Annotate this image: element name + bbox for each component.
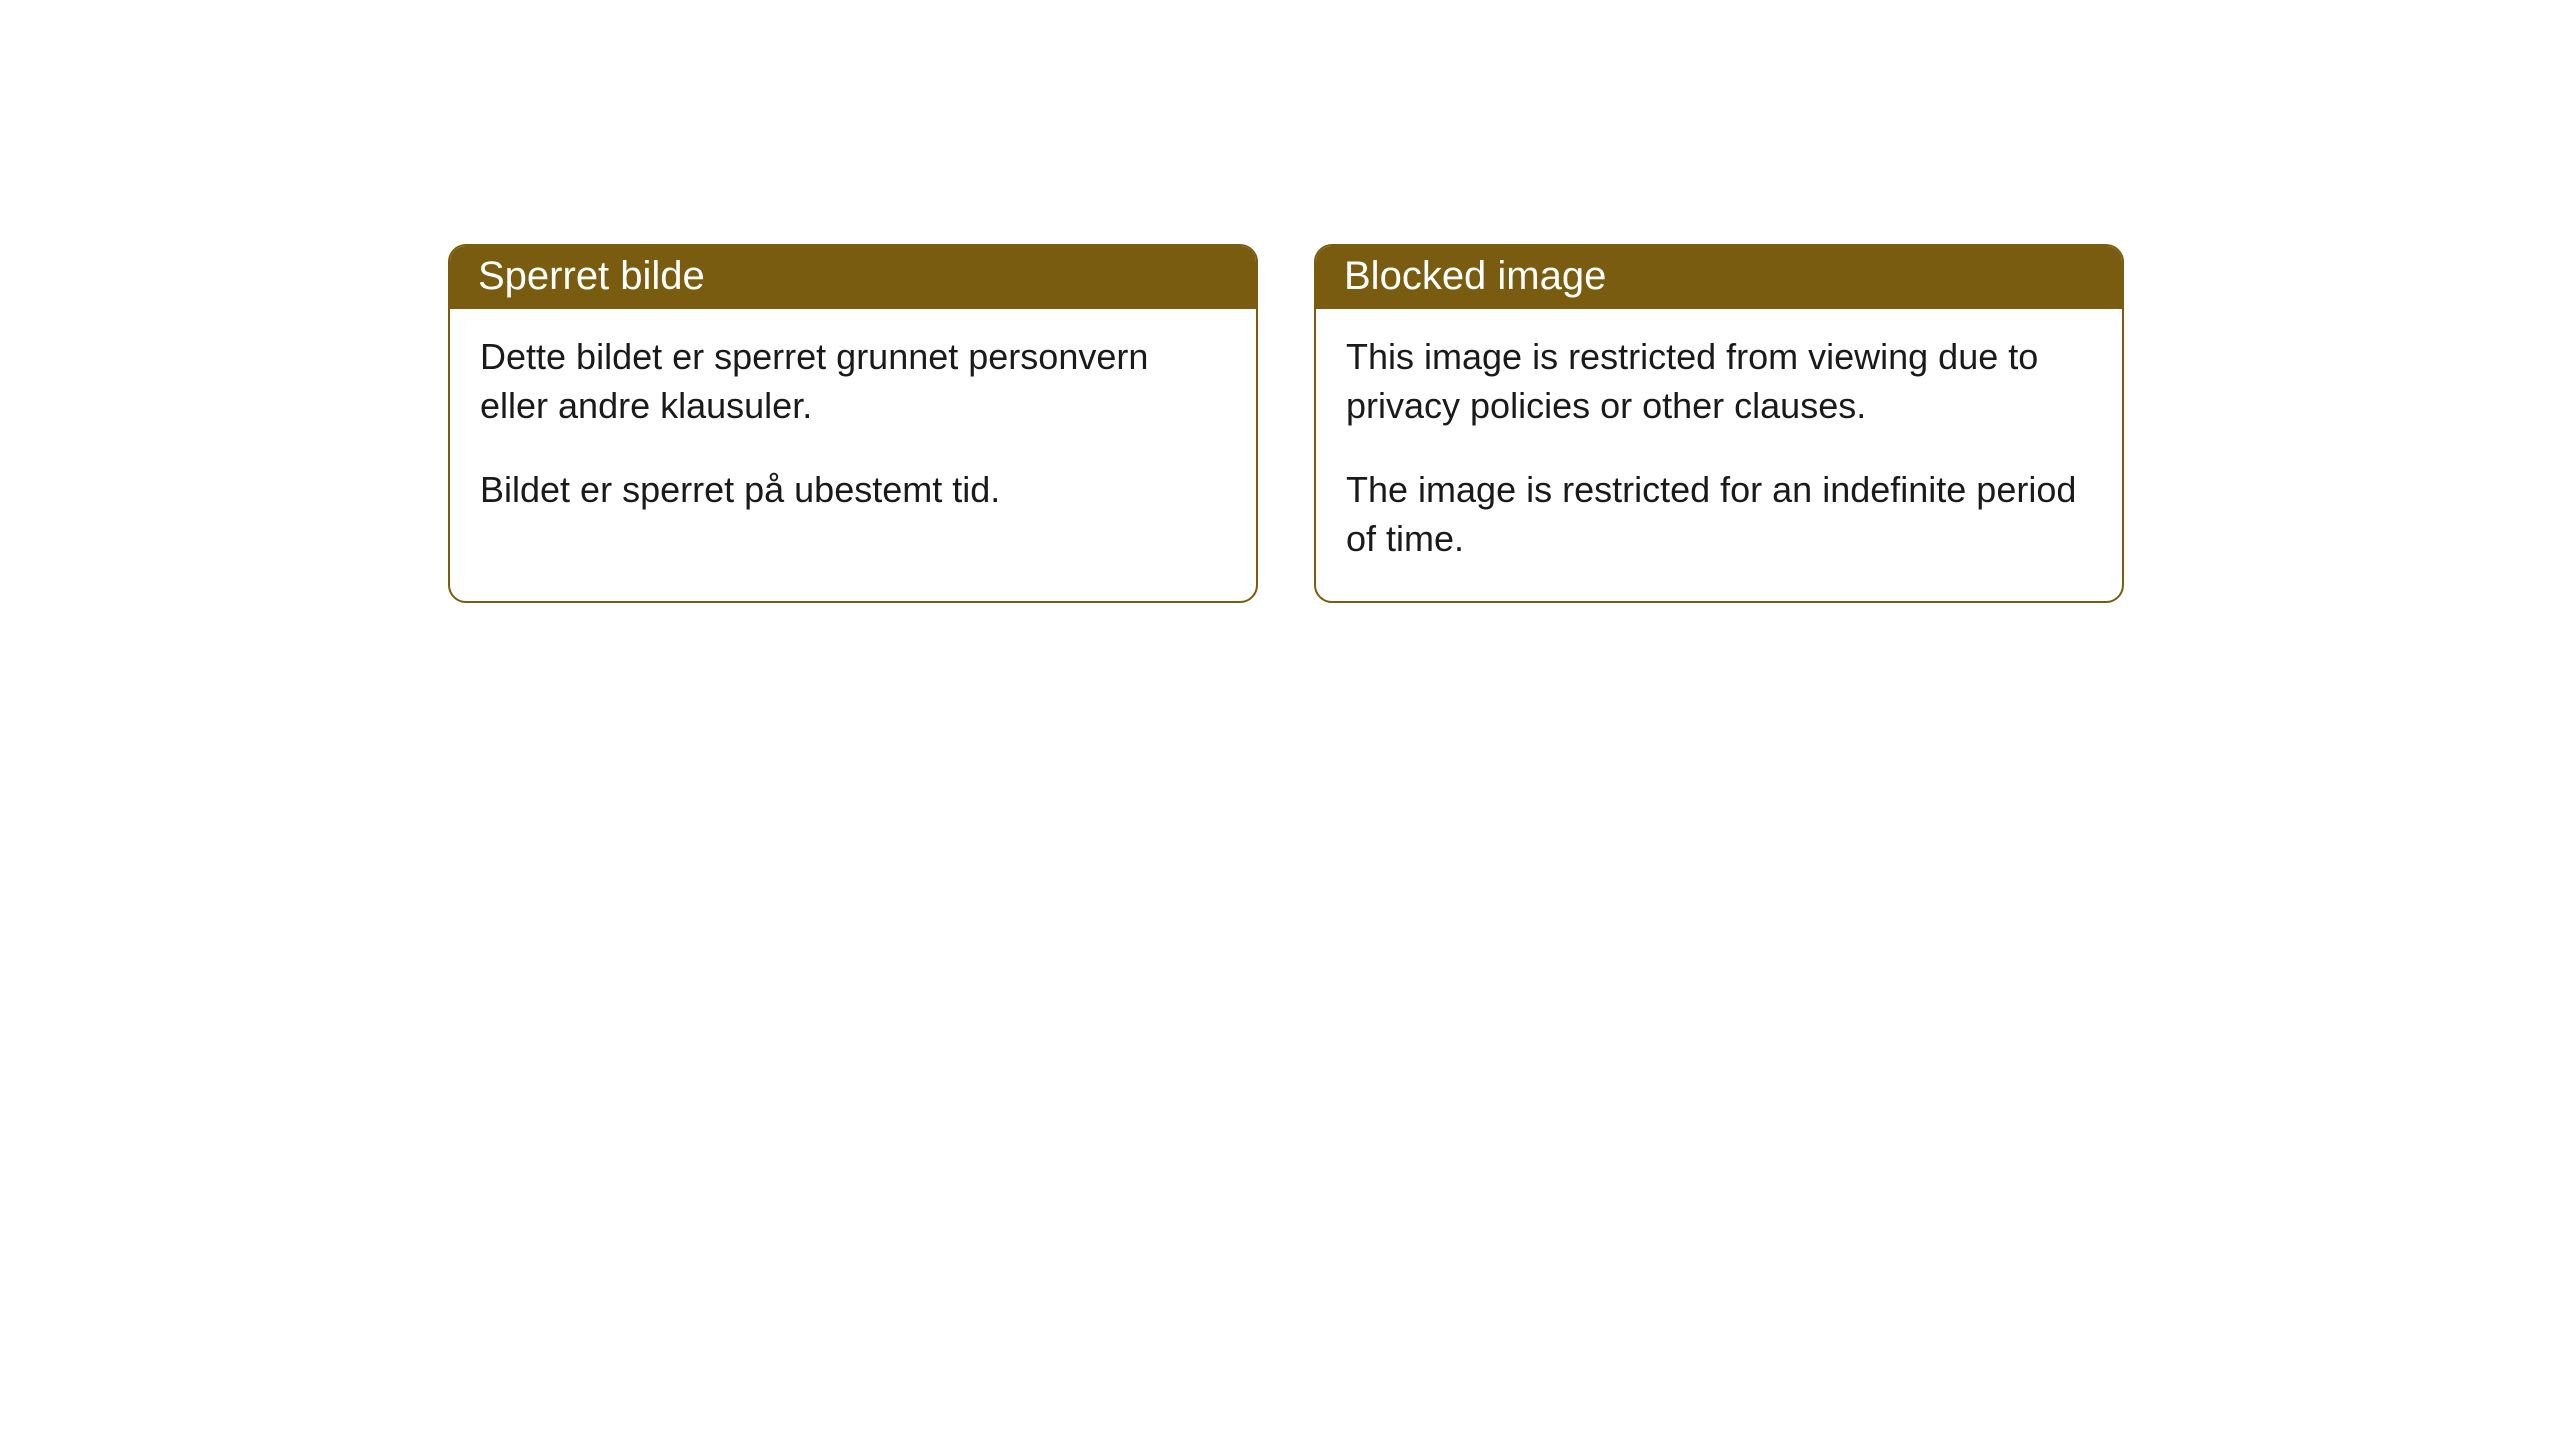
card-text-en-1: This image is restricted from viewing du… (1346, 333, 2092, 430)
card-header-en: Blocked image (1316, 246, 2122, 309)
card-text-no-1: Dette bildet er sperret grunnet personve… (480, 333, 1226, 430)
card-text-en-2: The image is restricted for an indefinit… (1346, 466, 2092, 563)
card-text-no-2: Bildet er sperret på ubestemt tid. (480, 466, 1226, 515)
card-header-no: Sperret bilde (450, 246, 1256, 309)
card-body-en: This image is restricted from viewing du… (1316, 309, 2122, 601)
blocked-image-card-no: Sperret bilde Dette bildet er sperret gr… (448, 244, 1258, 603)
card-body-no: Dette bildet er sperret grunnet personve… (450, 309, 1256, 553)
blocked-image-card-en: Blocked image This image is restricted f… (1314, 244, 2124, 603)
notice-cards-container: Sperret bilde Dette bildet er sperret gr… (0, 0, 2560, 603)
